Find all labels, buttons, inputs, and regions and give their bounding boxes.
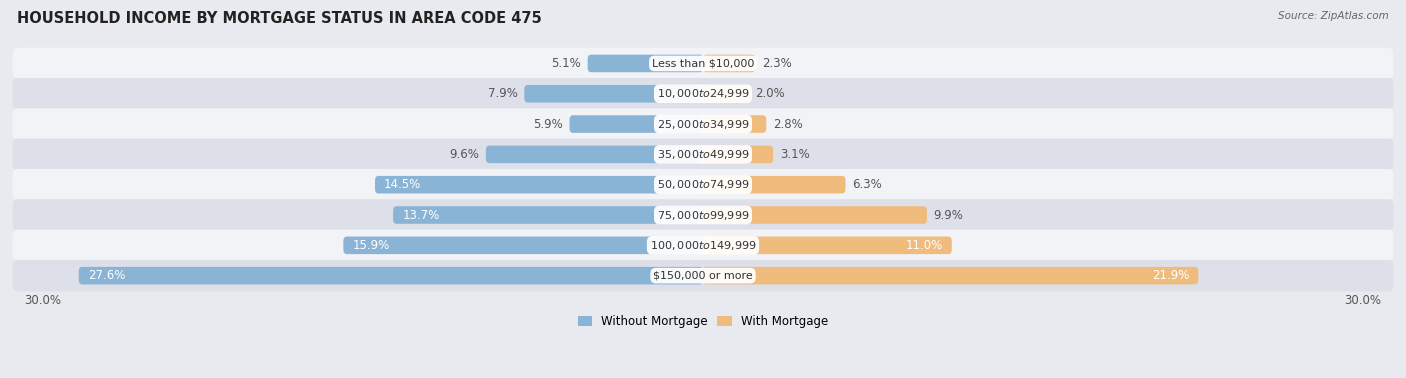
FancyBboxPatch shape: [13, 48, 1393, 79]
Text: 11.0%: 11.0%: [905, 239, 943, 252]
Text: HOUSEHOLD INCOME BY MORTGAGE STATUS IN AREA CODE 475: HOUSEHOLD INCOME BY MORTGAGE STATUS IN A…: [17, 11, 541, 26]
Text: $35,000 to $49,999: $35,000 to $49,999: [657, 148, 749, 161]
FancyBboxPatch shape: [569, 115, 703, 133]
Text: 14.5%: 14.5%: [384, 178, 422, 191]
Text: 13.7%: 13.7%: [402, 209, 440, 222]
Text: 2.8%: 2.8%: [773, 118, 803, 130]
Text: 5.1%: 5.1%: [551, 57, 581, 70]
Legend: Without Mortgage, With Mortgage: Without Mortgage, With Mortgage: [574, 310, 832, 333]
Text: 9.6%: 9.6%: [449, 148, 479, 161]
FancyBboxPatch shape: [394, 206, 703, 224]
Text: $100,000 to $149,999: $100,000 to $149,999: [650, 239, 756, 252]
FancyBboxPatch shape: [13, 260, 1393, 291]
Text: Less than $10,000: Less than $10,000: [652, 59, 754, 68]
Text: $75,000 to $99,999: $75,000 to $99,999: [657, 209, 749, 222]
FancyBboxPatch shape: [703, 146, 773, 163]
Text: 2.0%: 2.0%: [755, 87, 785, 100]
Text: 27.6%: 27.6%: [87, 269, 125, 282]
FancyBboxPatch shape: [13, 229, 1393, 261]
Text: 5.9%: 5.9%: [533, 118, 562, 130]
Text: 6.3%: 6.3%: [852, 178, 882, 191]
FancyBboxPatch shape: [703, 85, 748, 102]
FancyBboxPatch shape: [13, 108, 1393, 140]
FancyBboxPatch shape: [13, 199, 1393, 231]
Text: $10,000 to $24,999: $10,000 to $24,999: [657, 87, 749, 100]
FancyBboxPatch shape: [703, 237, 952, 254]
Text: 7.9%: 7.9%: [488, 87, 517, 100]
Text: 15.9%: 15.9%: [353, 239, 389, 252]
FancyBboxPatch shape: [79, 267, 703, 284]
FancyBboxPatch shape: [703, 115, 766, 133]
FancyBboxPatch shape: [703, 55, 755, 72]
FancyBboxPatch shape: [524, 85, 703, 102]
FancyBboxPatch shape: [588, 55, 703, 72]
Text: $25,000 to $34,999: $25,000 to $34,999: [657, 118, 749, 130]
FancyBboxPatch shape: [13, 139, 1393, 170]
FancyBboxPatch shape: [13, 169, 1393, 200]
Text: 21.9%: 21.9%: [1152, 269, 1189, 282]
FancyBboxPatch shape: [375, 176, 703, 194]
Text: 30.0%: 30.0%: [24, 294, 62, 307]
Text: $150,000 or more: $150,000 or more: [654, 271, 752, 280]
Text: 30.0%: 30.0%: [1344, 294, 1382, 307]
FancyBboxPatch shape: [343, 237, 703, 254]
Text: 3.1%: 3.1%: [780, 148, 810, 161]
FancyBboxPatch shape: [486, 146, 703, 163]
Text: 2.3%: 2.3%: [762, 57, 792, 70]
Text: $50,000 to $74,999: $50,000 to $74,999: [657, 178, 749, 191]
Text: 9.9%: 9.9%: [934, 209, 963, 222]
FancyBboxPatch shape: [703, 176, 845, 194]
Text: Source: ZipAtlas.com: Source: ZipAtlas.com: [1278, 11, 1389, 21]
FancyBboxPatch shape: [13, 78, 1393, 110]
FancyBboxPatch shape: [703, 267, 1198, 284]
FancyBboxPatch shape: [703, 206, 927, 224]
